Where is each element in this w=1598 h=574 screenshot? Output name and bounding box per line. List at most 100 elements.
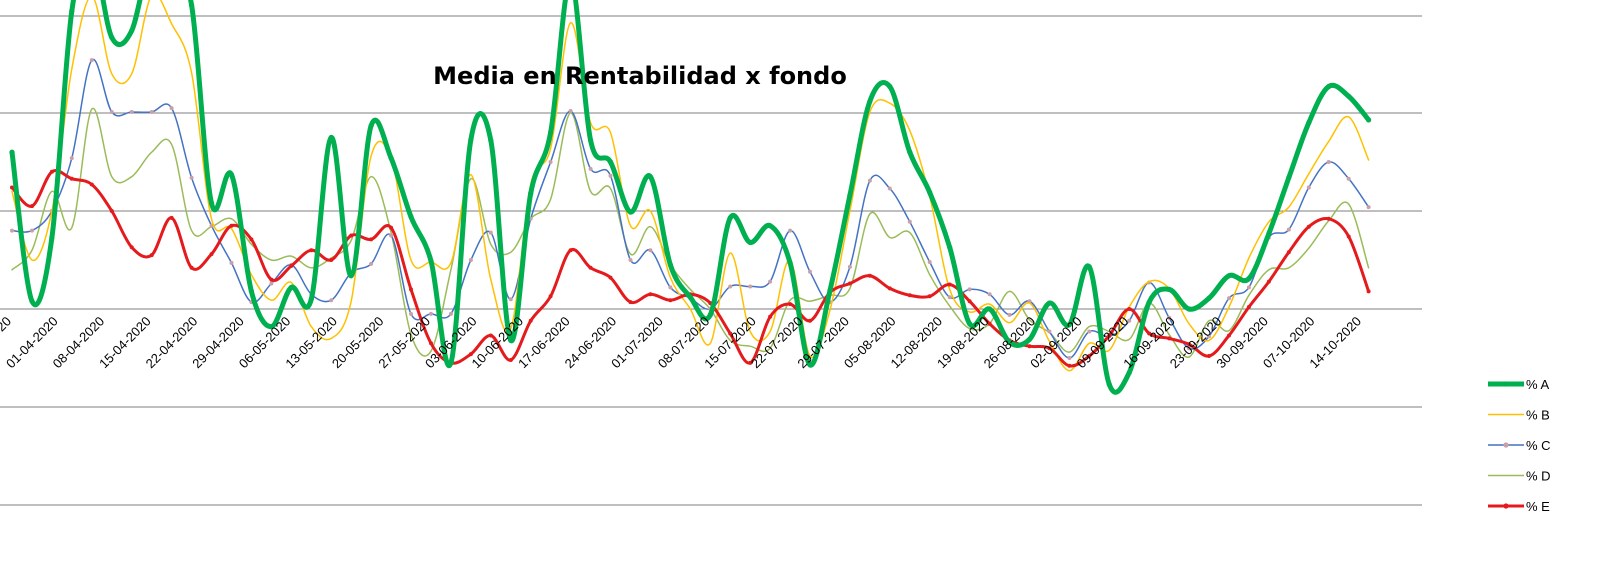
data-point-a: [907, 149, 913, 155]
data-point-e: [648, 292, 653, 297]
data-point-e: [728, 331, 733, 336]
data-point-a: [228, 172, 235, 178]
data-point-e: [1207, 354, 1211, 358]
data-point-c: [1306, 185, 1311, 190]
data-point-e: [528, 318, 533, 323]
legend-item-c: % C: [1488, 438, 1551, 453]
data-point-c: [1087, 329, 1092, 334]
data-point-e: [109, 209, 114, 213]
legend-item-d: % D: [1488, 469, 1551, 484]
data-point-c: [389, 233, 394, 238]
data-point-a: [987, 306, 993, 312]
data-point-c: [548, 160, 553, 164]
data-point-a: [1266, 230, 1272, 237]
data-point-e: [1187, 342, 1191, 347]
data-point-e: [349, 233, 354, 238]
legend-marker: [1503, 503, 1509, 509]
data-point-a: [288, 284, 294, 290]
data-point-a: [847, 192, 853, 198]
data-point-a: [807, 362, 813, 368]
data-point-a: [607, 159, 614, 165]
data-point-e: [1167, 336, 1172, 341]
data-point-a: [69, 8, 75, 14]
data-point-c: [1167, 315, 1172, 320]
data-point-c: [10, 228, 14, 233]
data-point-e: [369, 237, 374, 242]
data-point-e: [867, 273, 872, 278]
data-point-e: [1027, 344, 1032, 349]
data-point-a: [1126, 370, 1132, 376]
data-point-c: [1007, 312, 1012, 317]
data-point-c: [209, 223, 214, 228]
data-point-a: [667, 262, 674, 268]
data-point-a: [588, 137, 594, 143]
data-point-a: [707, 312, 713, 318]
data-point-c: [508, 297, 513, 302]
legend-marker: [1503, 381, 1509, 387]
data-point-e: [468, 352, 473, 357]
data-point-e: [1286, 250, 1291, 255]
data-point-e: [129, 245, 134, 250]
data-point-c: [269, 281, 274, 286]
data-point-a: [1086, 264, 1092, 270]
data-point-e: [748, 360, 753, 365]
data-point-a: [1166, 286, 1172, 292]
data-point-a: [1206, 295, 1212, 301]
data-point-a: [1246, 276, 1252, 282]
data-point-a: [647, 174, 654, 180]
data-point-c: [149, 110, 154, 114]
data-point-a: [1026, 336, 1033, 342]
data-point-e: [1127, 307, 1132, 311]
data-point-e: [987, 321, 992, 326]
data-point-e: [1306, 224, 1311, 229]
data-point-e: [508, 358, 513, 362]
data-point-e: [1227, 333, 1231, 338]
data-point-e: [847, 281, 852, 286]
data-point-e: [1266, 279, 1271, 284]
data-point-a: [1326, 83, 1332, 90]
data-point-a: [1066, 322, 1072, 328]
data-point-c: [1187, 346, 1191, 351]
data-point-e: [69, 176, 74, 181]
data-point-a: [448, 360, 454, 366]
data-point-c: [907, 219, 912, 224]
data-point-a: [528, 190, 534, 196]
data-point-e: [1047, 346, 1052, 351]
data-point-a: [408, 214, 414, 220]
data-point-c: [409, 311, 413, 316]
data-point-c: [369, 261, 374, 266]
data-point-a: [109, 34, 115, 41]
x-tick-label: 2020: [0, 314, 14, 345]
data-point-a: [268, 324, 274, 330]
data-point-a: [248, 288, 254, 294]
data-point-c: [1366, 205, 1371, 210]
data-point-c: [1067, 356, 1072, 360]
data-point-c: [728, 284, 733, 289]
data-point-e: [967, 299, 972, 304]
data-point-e: [947, 282, 952, 287]
data-point-c: [89, 58, 94, 63]
data-point-a: [1346, 93, 1352, 99]
legend-item-b: % B: [1488, 408, 1550, 423]
data-point-c: [1127, 318, 1132, 323]
data-point-c: [588, 166, 593, 171]
data-point-e: [907, 293, 912, 298]
data-point-e: [169, 215, 174, 220]
data-point-e: [1067, 363, 1072, 368]
data-point-a: [129, 28, 135, 34]
data-point-a: [787, 260, 793, 266]
data-point-a: [627, 209, 634, 215]
data-point-a: [1146, 299, 1152, 305]
data-point-a: [308, 296, 314, 302]
data-point-c: [608, 173, 613, 178]
data-point-a: [727, 215, 733, 221]
data-point-e: [1246, 305, 1251, 309]
data-point-e: [149, 253, 154, 258]
data-point-a: [927, 189, 933, 195]
data-point-a: [388, 155, 394, 161]
data-point-c: [109, 110, 114, 114]
data-point-c: [967, 287, 972, 292]
data-point-a: [208, 200, 215, 206]
data-point-a: [29, 298, 35, 304]
